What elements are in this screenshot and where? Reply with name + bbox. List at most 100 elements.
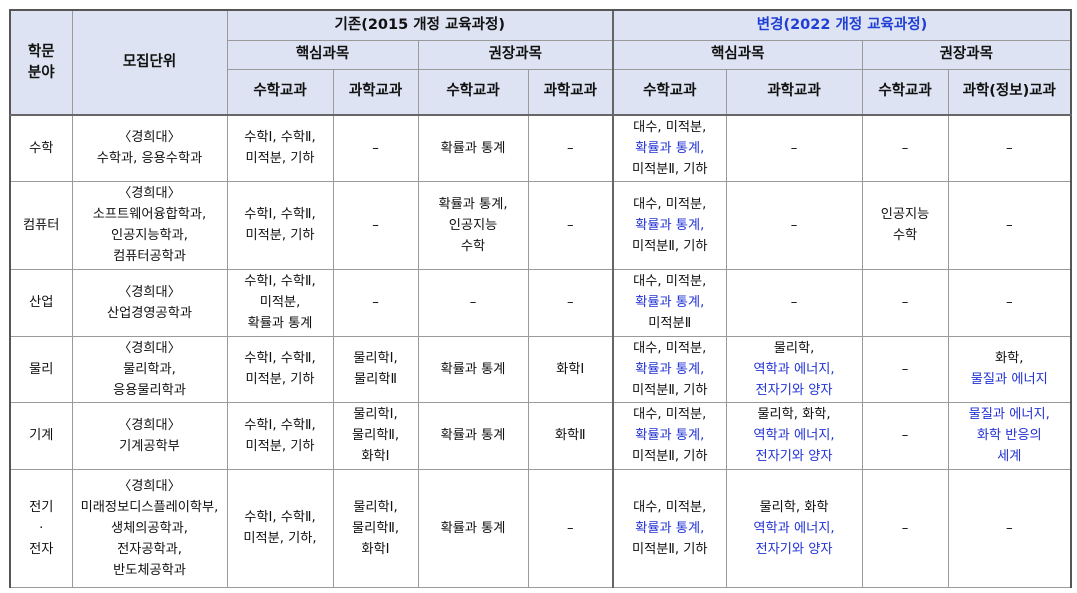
cell-new-rec-science: – [947,468,1072,588]
cell-old-rec-math: 확률과 통계 [417,335,529,403]
table-row: 전기 · 전자 〈경희대〉 미래정보디스플레이학부, 생체의공학과, 전자공학과,… [9,468,1072,588]
cell-field: 산업 [9,268,73,337]
subject-text: 인공지능 [880,207,930,222]
subject-text: 화학, [995,351,1024,366]
table-row: 컴퓨터 〈경희대〉 소프트웨어융합학과, 인공지능학과, 컴퓨터공학과 수학Ⅰ, 수… [9,180,1072,270]
cell-old-core-math: 수학Ⅰ, 수학Ⅱ, 미적분, 확률과 통계 [226,268,334,337]
cell-new-rec-science: – [947,268,1072,337]
changed-subject-text: 확률과 통계, [635,520,705,536]
cell-unit: 〈경희대〉 산업경영공학과 [71,268,228,337]
cell-new-core-science: 물리학, 역학과 에너지, 전자기와 양자 [725,335,863,403]
subject-text: 대수, 미적분, [633,340,707,356]
cell-field: 수학 [9,114,73,182]
changed-subject-text: 역학과 에너지, [753,428,835,443]
subject-text: 대수, 미적분, [633,407,707,422]
header-field: 학문 분야 [9,9,73,116]
cell-new-rec-science: – [947,114,1072,182]
cell-new-rec-math: – [861,268,949,337]
cell-old-core-science: – [332,180,419,270]
subject-text: – [1005,140,1013,156]
cell-new-core-math: 대수, 미적분, 확률과 통계, 미적분Ⅱ, 기하 [612,180,727,270]
table-row: 산업 〈경희대〉 산업경영공학과 수학Ⅰ, 수학Ⅱ, 미적분, 확률과 통계 – – – 대… [9,268,1072,337]
subject-text: – [790,295,798,310]
cell-new-rec-science: – [947,180,1072,270]
header-after: 변경(2022 개정 교육과정) [612,9,1072,41]
header-before-rec-math: 수학교과 [417,68,529,116]
subject-text: 대수, 미적분, [633,119,707,135]
changed-subject-text: 화학 반응의 [976,428,1042,443]
subject-text: 물리학, 화학 [759,499,829,515]
subject-text: – [1005,520,1013,536]
header-before-rec-science: 과학교과 [527,68,614,116]
cell-new-rec-math: – [861,468,949,588]
header-before-core-science: 과학교과 [332,68,419,116]
header-before-core: 핵심과목 [226,39,419,70]
cell-new-core-math: 대수, 미적분, 확률과 통계, 미적분Ⅱ [612,268,727,337]
header-after-recommended: 권장과목 [861,39,1072,70]
header-before-core-math: 수학교과 [226,68,334,116]
cell-old-rec-science: 화학Ⅱ [527,401,614,470]
cell-old-rec-math: 확률과 통계 [417,401,529,470]
changed-subject-text: 확률과 통계, [635,217,705,233]
cell-old-rec-science: – [527,180,614,270]
cell-old-rec-science: – [527,114,614,182]
changed-subject-text: 역학과 에너지, [753,520,835,536]
subject-text: – [790,140,798,156]
cell-new-core-science: 물리학, 화학, 역학과 에너지, 전자기와 양자 [725,401,863,470]
cell-new-rec-science: 화학, 물질과 에너지 [947,335,1072,403]
cell-old-core-science: – [332,268,419,337]
subject-text: 미적분Ⅱ, 기하 [631,238,708,254]
cell-old-rec-math: 확률과 통계 [417,114,529,182]
changed-subject-text: 물질과 에너지, [968,407,1050,422]
cell-unit: 〈경희대〉 소프트웨어융합학과, 인공지능학과, 컴퓨터공학과 [71,180,228,270]
cell-old-rec-math: 확률과 통계 [417,468,529,588]
table-row: 기계 〈경희대〉 기계공학부 수학Ⅰ, 수학Ⅱ, 미적분, 기하 물리학Ⅰ, 물리학Ⅱ… [9,401,1072,470]
changed-subject-text: 전자기와 양자 [755,541,833,557]
cell-field: 물리 [9,335,73,403]
cell-old-core-science: 물리학Ⅰ, 물리학Ⅱ [332,335,419,403]
cell-old-rec-math: – [417,268,529,337]
changed-subject-text: 확률과 통계, [635,361,705,377]
subject-text: 수학 [892,228,918,243]
changed-subject-text: 확률과 통계, [635,295,705,310]
header-after-rec-science: 과학(정보)교과 [947,68,1072,116]
cell-new-core-math: 대수, 미적분, 확률과 통계, 미적분Ⅱ, 기하 [612,335,727,403]
cell-new-rec-math: – [861,335,949,403]
cell-new-core-math: 대수, 미적분, 확률과 통계, 미적분Ⅱ, 기하 [612,401,727,470]
changed-subject-text: 확률과 통계, [635,140,705,156]
cell-new-core-science: – [725,180,863,270]
cell-new-rec-math: – [861,401,949,470]
cell-old-core-math: 수학Ⅰ, 수학Ⅱ, 미적분, 기하 [226,180,334,270]
subject-text: 미적분Ⅱ, 기하 [631,161,708,177]
subject-text: 물리학, [773,340,815,356]
table-body: 수학 〈경희대〉 수학과, 응용수학과 수학Ⅰ, 수학Ⅱ, 미적분, 기하 – 확률과 … [9,114,1072,588]
subject-text: 대수, 미적분, [633,196,707,212]
cell-old-core-science: – [332,114,419,182]
changed-subject-text: 확률과 통계, [635,428,705,443]
header-after-core-science: 과학교과 [725,68,863,116]
cell-old-rec-science: – [527,268,614,337]
cell-old-core-math: 수학Ⅰ, 수학Ⅱ, 미적분, 기하 [226,335,334,403]
cell-old-core-math: 수학Ⅰ, 수학Ⅱ, 미적분, 기하 [226,401,334,470]
subject-text: – [790,217,798,233]
subject-text: 대수, 미적분, [633,274,707,289]
cell-old-rec-math: 확률과 통계, 인공지능 수학 [417,180,529,270]
changed-subject-text: 세계 [997,449,1022,464]
cell-field: 전기 · 전자 [9,468,73,588]
cell-field: 기계 [9,401,73,470]
subject-text: – [901,295,909,310]
header-after-rec-math: 수학교과 [861,68,949,116]
changed-subject-text: 전자기와 양자 [755,382,833,398]
cell-new-core-science: – [725,114,863,182]
subject-text: 대수, 미적분, [633,499,707,515]
curriculum-comparison-table: 학문 분야 모집단위 기존(2015 개정 교육과정) 변경(2022 개정 교… [9,9,1072,588]
cell-old-rec-science: 화학Ⅰ [527,335,614,403]
header-before: 기존(2015 개정 교육과정) [226,9,614,41]
header-unit: 모집단위 [71,9,228,116]
cell-old-core-math: 수학Ⅰ, 수학Ⅱ, 미적분, 기하, [226,468,334,588]
cell-old-core-science: 물리학Ⅰ, 물리학Ⅱ, 화학Ⅰ [332,401,419,470]
cell-new-rec-math: – [861,114,949,182]
